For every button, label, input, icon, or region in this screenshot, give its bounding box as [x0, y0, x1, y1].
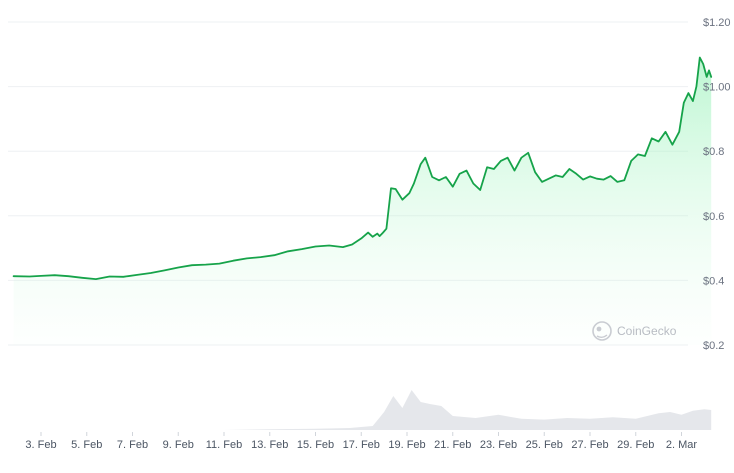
price-area-group: [13, 57, 712, 345]
x-tick-label: 2. Mar: [666, 439, 698, 451]
coingecko-logo-icon: [592, 321, 612, 341]
price-line: [12, 56, 713, 280]
x-tick-label: 17. Feb: [343, 439, 380, 451]
x-tick-label: 15. Feb: [297, 439, 334, 451]
y-tick-label: $1.00: [703, 82, 731, 94]
x-tick-label: 9. Feb: [163, 439, 194, 451]
y-tick-label: $0.8: [703, 146, 724, 158]
volume-area: [13, 390, 712, 430]
price-area: [13, 57, 712, 345]
x-tick-label: 13. Feb: [251, 439, 288, 451]
y-tick-label: $0.6: [703, 211, 724, 223]
x-tick-label: 5. Feb: [71, 439, 102, 451]
x-tick-label: 27. Feb: [571, 439, 608, 451]
x-tick-label: 21. Feb: [434, 439, 471, 451]
y-tick-label: $1.20: [703, 17, 731, 29]
coingecko-watermark: CoinGecko: [592, 321, 677, 341]
x-tick-label: 25. Feb: [526, 439, 563, 451]
volume-area-group: [13, 390, 712, 430]
x-tick-label: 23. Feb: [480, 439, 517, 451]
y-tick-label: $0.2: [703, 340, 724, 352]
y-tick-label: $0.4: [703, 275, 724, 287]
y-axis-ticks: $0.2 $0.4 $0.6 $0.8 $1.00 $1.20: [703, 17, 731, 352]
watermark-text: CoinGecko: [617, 324, 677, 338]
x-tick-label: 11. Feb: [206, 439, 243, 451]
x-tick-label: 7. Feb: [117, 439, 148, 451]
price-line-group: [12, 56, 713, 280]
x-tick-label: 3. Feb: [25, 439, 56, 451]
x-tick-label: 19. Feb: [388, 439, 425, 451]
x-axis-ticks: 3. Feb 5. Feb 7. Feb 9. Feb 11. Feb 13. Feb 15…: [25, 432, 697, 451]
x-tick-label: 29. Feb: [617, 439, 654, 451]
